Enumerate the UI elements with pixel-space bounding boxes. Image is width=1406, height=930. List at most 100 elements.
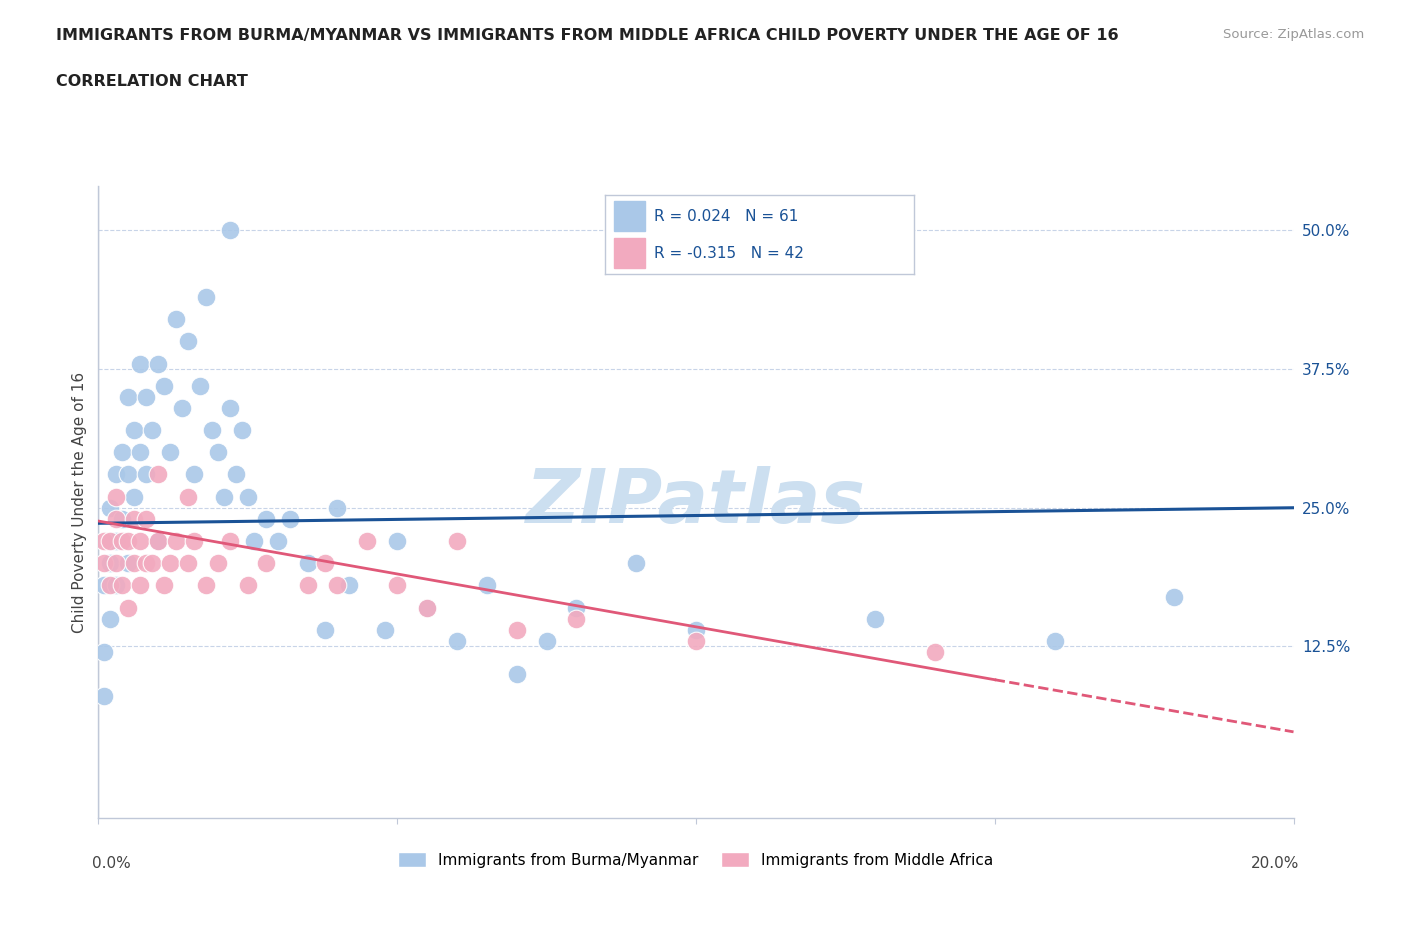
Point <box>385 534 409 549</box>
Point <box>93 578 115 592</box>
Point <box>183 534 205 549</box>
Point <box>148 534 170 549</box>
Point <box>356 534 378 549</box>
Point <box>297 556 319 571</box>
Point <box>135 390 157 405</box>
Point <box>565 600 588 615</box>
Text: R = -0.315   N = 42: R = -0.315 N = 42 <box>654 246 804 261</box>
Point <box>177 334 200 349</box>
Point <box>148 467 170 482</box>
Point <box>1163 589 1185 604</box>
Point <box>98 611 122 626</box>
Point <box>135 467 157 482</box>
Point <box>188 379 211 393</box>
Point <box>219 223 242 238</box>
Point <box>339 578 361 592</box>
Text: CORRELATION CHART: CORRELATION CHART <box>56 74 247 89</box>
Point <box>129 534 152 549</box>
Text: ZIPatlas: ZIPatlas <box>526 466 866 538</box>
Point <box>924 644 946 659</box>
Point <box>124 422 146 437</box>
Point <box>153 578 176 592</box>
Point <box>219 534 242 549</box>
Point <box>685 622 707 637</box>
Point <box>117 600 139 615</box>
Point <box>626 556 648 571</box>
Point <box>124 512 146 526</box>
Point <box>148 534 170 549</box>
Point <box>172 401 194 416</box>
Point <box>201 422 224 437</box>
Point <box>159 445 181 459</box>
Point <box>105 467 128 482</box>
Point <box>141 556 163 571</box>
Point <box>165 312 187 326</box>
Point <box>117 534 139 549</box>
Point <box>135 512 157 526</box>
Point <box>105 534 128 549</box>
Point <box>129 356 152 371</box>
Point <box>374 622 396 637</box>
Text: Source: ZipAtlas.com: Source: ZipAtlas.com <box>1223 28 1364 41</box>
Point <box>98 578 122 592</box>
Point <box>135 556 157 571</box>
Point <box>129 578 152 592</box>
Point <box>93 534 115 549</box>
Point <box>231 422 253 437</box>
Point <box>278 512 301 526</box>
Point <box>111 512 134 526</box>
Text: IMMIGRANTS FROM BURMA/MYANMAR VS IMMIGRANTS FROM MIDDLE AFRICA CHILD POVERTY UND: IMMIGRANTS FROM BURMA/MYANMAR VS IMMIGRA… <box>56 28 1119 43</box>
Point <box>416 600 439 615</box>
Point <box>1043 633 1066 648</box>
Point <box>148 356 170 371</box>
Point <box>93 689 115 704</box>
Y-axis label: Child Poverty Under the Age of 16: Child Poverty Under the Age of 16 <box>72 372 87 632</box>
Point <box>685 633 707 648</box>
Point <box>98 500 122 515</box>
Point <box>117 467 139 482</box>
Point <box>105 489 128 504</box>
Bar <box>614 201 645 231</box>
Point <box>93 556 115 571</box>
Point <box>177 489 200 504</box>
Point <box>326 500 349 515</box>
Text: 0.0%: 0.0% <box>93 857 131 871</box>
Text: R = 0.024   N = 61: R = 0.024 N = 61 <box>654 209 799 224</box>
Point <box>212 489 235 504</box>
Point <box>565 611 588 626</box>
Point <box>105 578 128 592</box>
Point <box>111 445 134 459</box>
Point <box>111 578 134 592</box>
Point <box>177 556 200 571</box>
Point <box>385 578 409 592</box>
Point <box>117 390 139 405</box>
Point <box>225 467 247 482</box>
Point <box>446 633 468 648</box>
Point <box>236 489 259 504</box>
Point <box>141 422 163 437</box>
Point <box>111 534 134 549</box>
Point <box>124 556 146 571</box>
Point <box>195 578 218 592</box>
Point <box>124 489 146 504</box>
Bar <box>614 238 645 268</box>
Point <box>105 512 128 526</box>
Point <box>254 512 277 526</box>
Legend: Immigrants from Burma/Myanmar, Immigrants from Middle Africa: Immigrants from Burma/Myanmar, Immigrant… <box>392 846 1000 874</box>
Point <box>117 556 139 571</box>
Point <box>129 445 152 459</box>
Point <box>506 667 529 682</box>
Point <box>195 289 218 304</box>
Point <box>416 600 439 615</box>
Point <box>98 534 122 549</box>
Point <box>207 556 229 571</box>
Point <box>865 611 887 626</box>
Point <box>315 556 337 571</box>
Point <box>236 578 259 592</box>
Point <box>98 556 122 571</box>
Point <box>446 534 468 549</box>
Point <box>475 578 498 592</box>
Point <box>297 578 319 592</box>
Point <box>315 622 337 637</box>
Point <box>165 534 187 549</box>
